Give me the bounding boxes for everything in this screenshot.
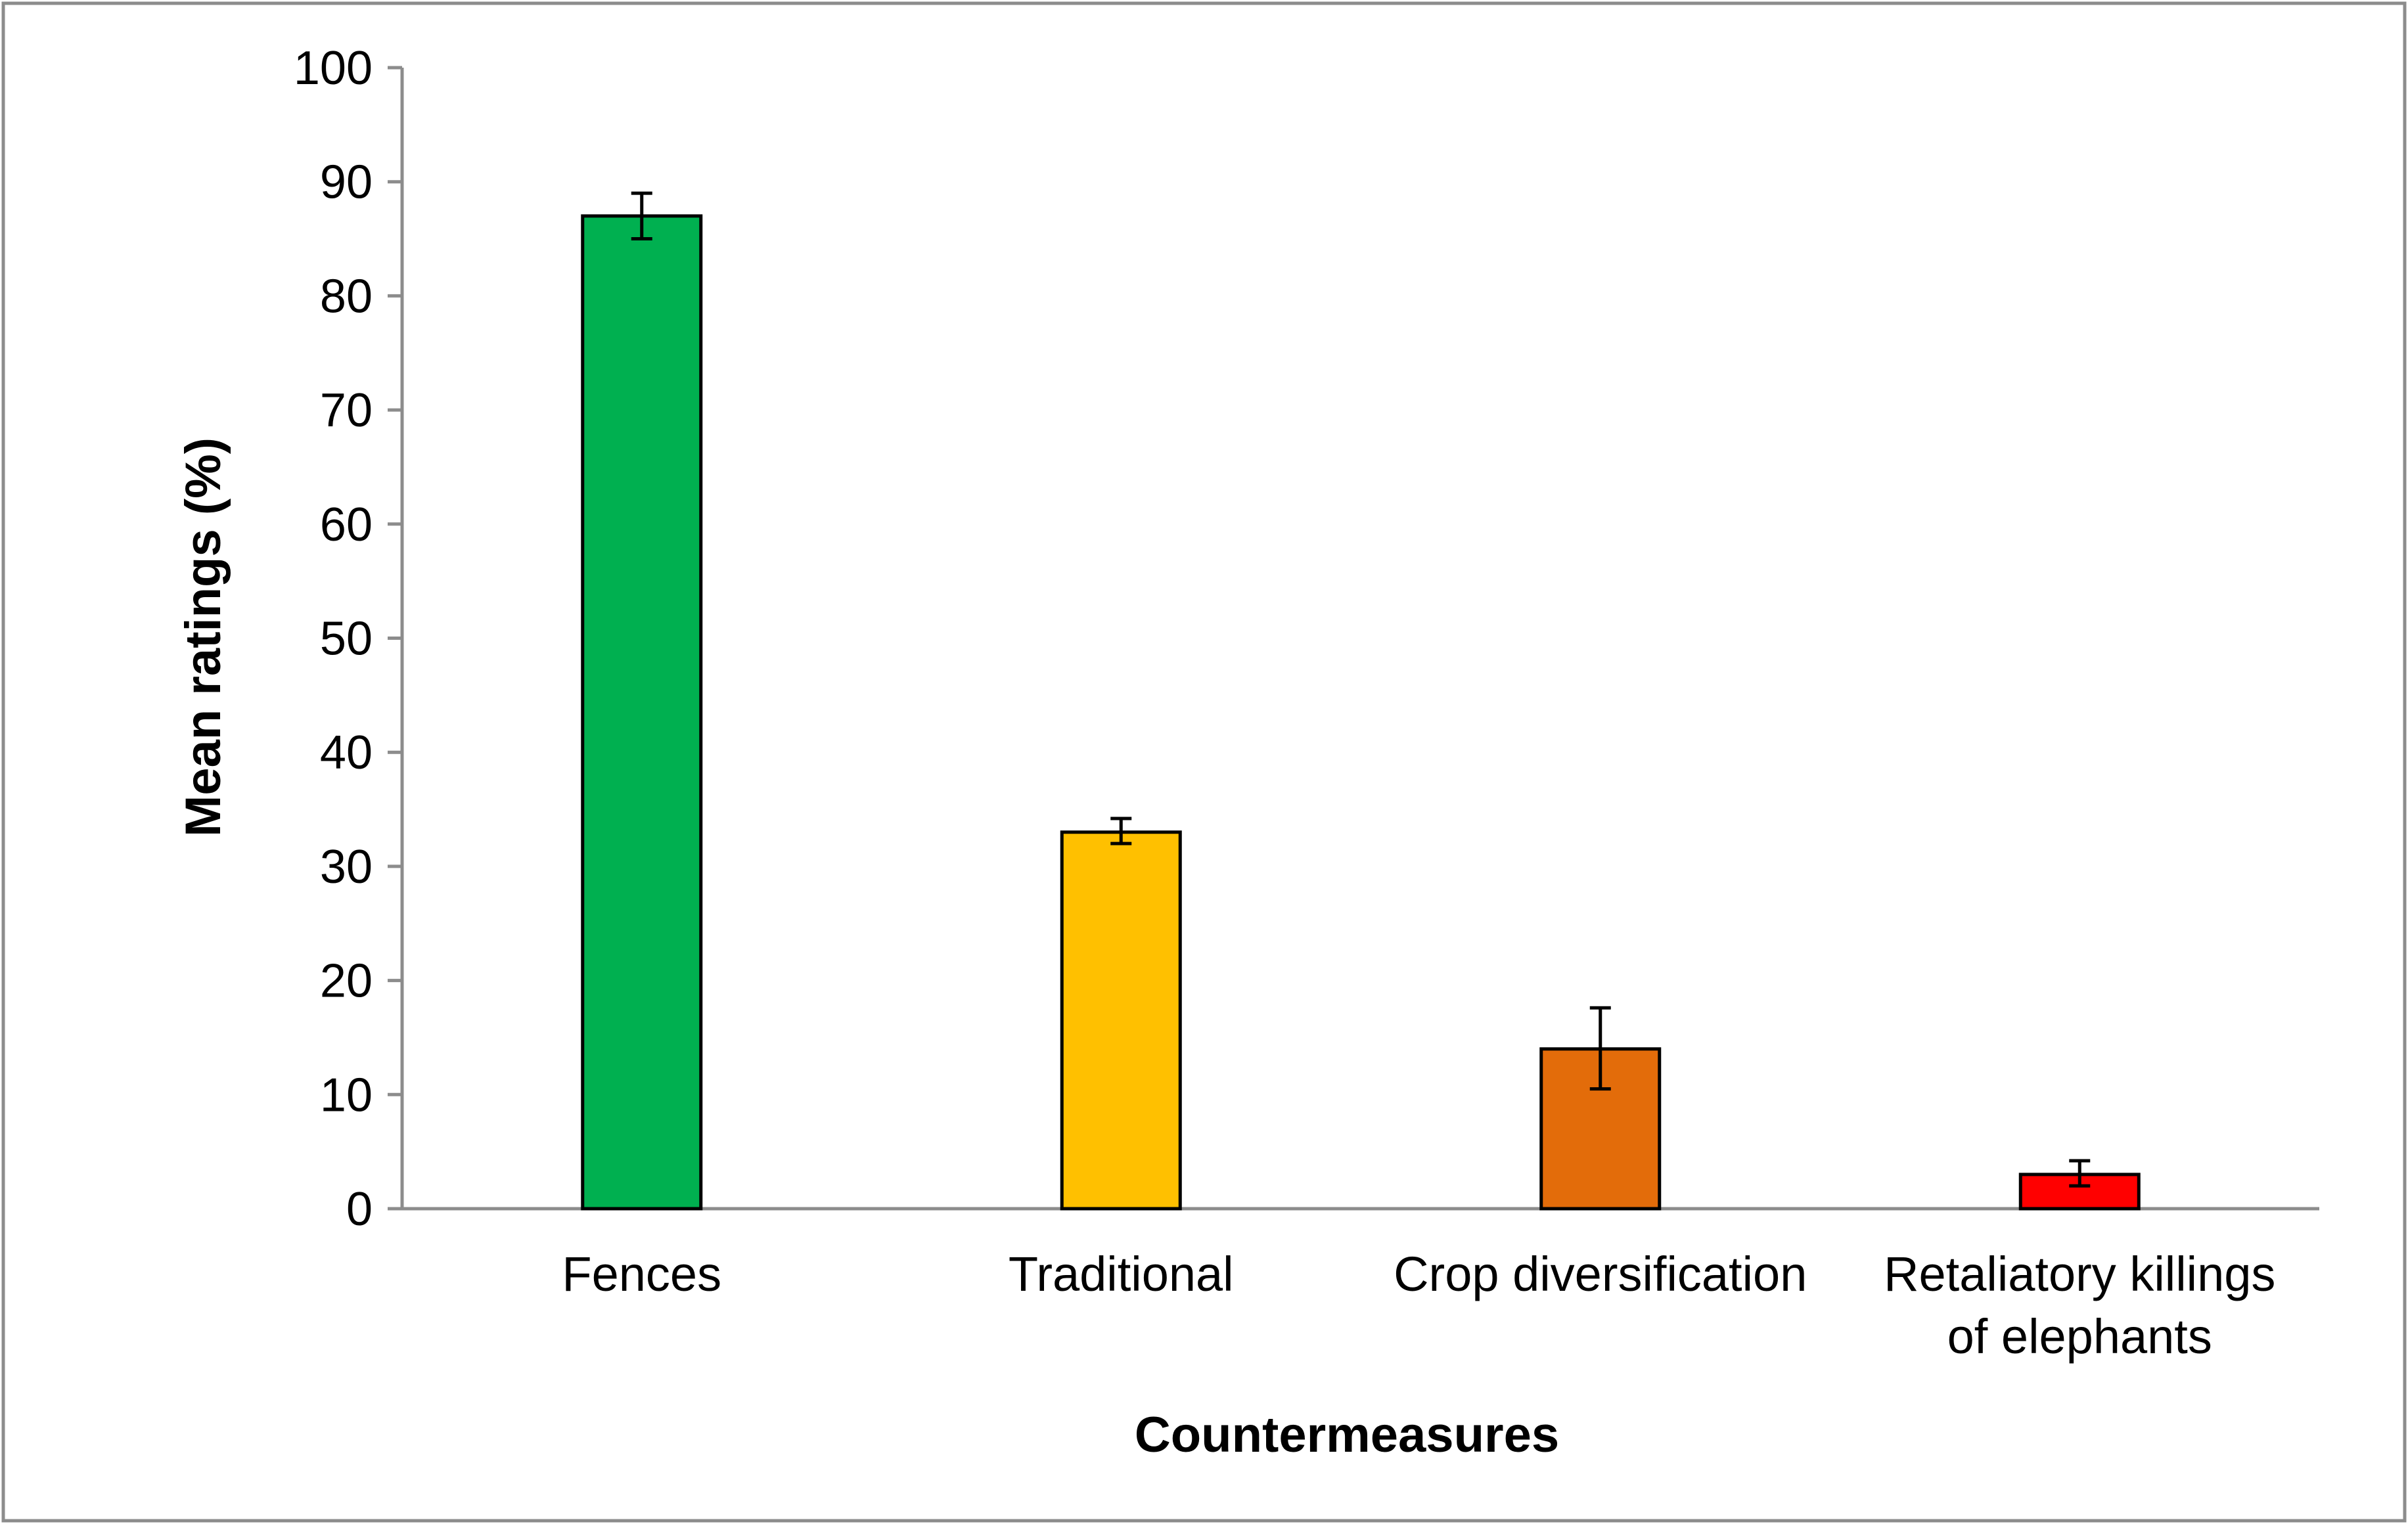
- y-tick-label: 100: [294, 42, 373, 95]
- x-axis-title: Countermeasures: [1135, 1407, 1559, 1463]
- y-tick-label: 40: [320, 727, 373, 779]
- error-bars: [631, 191, 2091, 1188]
- y-axis-title: Mean ratings (%): [175, 437, 231, 837]
- category-label: Crop diversification: [1394, 1247, 1807, 1301]
- category-label: Fences: [562, 1247, 721, 1301]
- category-label: Retaliatory killings: [1884, 1247, 2275, 1301]
- category-labels: Fences Traditional Crop diversification Ret…: [562, 1247, 2275, 1364]
- y-tick-label: 20: [320, 955, 373, 1008]
- bar: [1060, 830, 1182, 1211]
- category-label: of elephants: [1947, 1309, 2212, 1364]
- y-tick-label: 80: [320, 270, 373, 323]
- y-tick-label: 0: [346, 1183, 373, 1236]
- y-tick-label: 30: [320, 841, 373, 893]
- y-tick-label: 10: [320, 1069, 373, 1121]
- y-tick-label: 70: [320, 384, 373, 437]
- category-label: Traditional: [1009, 1247, 1234, 1301]
- bar: [581, 214, 703, 1211]
- y-tick-label: 50: [320, 613, 373, 665]
- y-axis: 0 10 20 30 40 50 60 70 80 90 100: [294, 42, 404, 1236]
- y-tick-label: 60: [320, 499, 373, 551]
- y-tick-label: 90: [320, 156, 373, 209]
